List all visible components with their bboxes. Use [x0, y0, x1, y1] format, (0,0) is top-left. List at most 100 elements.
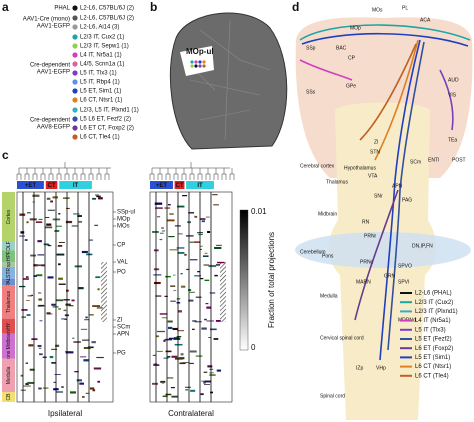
heatmap-cell — [213, 204, 219, 206]
heatmap-cell — [96, 195, 101, 198]
heatmap-cell — [76, 379, 82, 382]
heatmap-cell — [35, 221, 43, 224]
legend-dot — [72, 5, 78, 11]
column-group-label: IT — [197, 183, 203, 189]
heatmap-cell — [89, 314, 94, 316]
region-label: ENTl — [428, 157, 439, 163]
panel-label: d — [292, 0, 299, 14]
heatmap-cell — [58, 283, 66, 285]
heatmap-cell — [98, 197, 103, 200]
row-group-label: OLF — [6, 241, 12, 251]
heatmap-cell — [51, 348, 58, 350]
heatmap-cell — [189, 362, 194, 364]
heatmap-cell — [207, 231, 211, 233]
group-label: PHAL — [54, 6, 70, 12]
region-label: PO — [117, 270, 126, 276]
projection-lines — [299, 24, 471, 361]
heatmap-cell — [165, 275, 171, 278]
heatmap-cell — [61, 318, 66, 320]
row-group-label: HY — [6, 322, 12, 330]
heatmap-cell — [202, 255, 209, 257]
region-label: SSp — [306, 45, 316, 51]
region-label: RN — [362, 219, 370, 225]
heatmap-cell — [152, 354, 156, 356]
legend-text: L6 CT (Ntsr1) — [415, 364, 451, 370]
region-label: MOs — [372, 7, 383, 13]
region-label: Cerebellum — [300, 249, 326, 255]
heatmap-cell — [29, 368, 35, 371]
column-group-box — [174, 181, 185, 189]
heatmap-cell — [173, 290, 177, 292]
heatmap-cell — [206, 306, 211, 309]
heatmap-cell — [94, 194, 99, 196]
heatmap-cell — [193, 241, 201, 243]
column-group-box — [17, 181, 44, 189]
heatmap-cell — [71, 225, 78, 227]
heatmap-cell — [56, 253, 65, 256]
row-group-band — [2, 262, 15, 267]
heatmap-cell — [214, 246, 222, 249]
row-group-band — [2, 267, 15, 279]
heatmap-cell — [161, 317, 168, 319]
heatmap-cell — [63, 309, 67, 312]
heatmap-cell — [66, 207, 70, 209]
region-label: DN,IP,FN — [412, 243, 433, 249]
heatmap-cell — [19, 235, 25, 237]
cerebellum-shape — [295, 232, 471, 268]
region-label: GPe — [346, 83, 356, 89]
legend-text: L6 CT, Tle4 (1) — [80, 135, 120, 141]
heatmap-cell — [33, 264, 38, 267]
heatmap-cell — [95, 276, 101, 279]
heatmap-cell — [212, 194, 218, 196]
heatmap-cell — [42, 387, 49, 389]
region-label: PL — [402, 5, 408, 11]
heatmap-cell — [203, 264, 210, 266]
heatmap-cell — [161, 230, 166, 232]
legend-text: L2/3 IT (Cux2) — [415, 300, 453, 306]
heatmap-cell — [177, 251, 185, 254]
heatmap-cell — [78, 220, 83, 223]
heatmap-cell — [31, 338, 38, 341]
heatmap-cell — [82, 339, 90, 341]
brain-outline — [169, 12, 288, 150]
heatmap-cell — [173, 337, 181, 340]
heatmap-cell — [167, 203, 171, 206]
row-group-band — [2, 318, 15, 334]
region-label: Hypothalamus — [344, 165, 376, 171]
heatmap-cell — [215, 263, 221, 266]
heatmap-cell — [198, 234, 203, 236]
heatmap-cell — [155, 295, 162, 297]
heatmap-cell — [41, 264, 45, 267]
column-group-label: +ET — [156, 183, 168, 189]
heatmap-cell — [157, 330, 165, 333]
heatmap-cell — [177, 310, 182, 313]
legend-text: L5 ET (Sim1) — [415, 355, 450, 361]
heatmap-cell — [52, 196, 58, 199]
region-label: CP — [348, 55, 356, 61]
region-label: ZI — [374, 139, 378, 145]
heatmap-cell — [208, 264, 217, 268]
heatmap-cell — [157, 216, 161, 218]
heatmap-cell — [74, 370, 79, 373]
heatmap-cell — [58, 277, 63, 280]
heatmap-cell — [190, 389, 196, 392]
heatmap-cell — [62, 197, 70, 199]
region-label: MOp-ul — [186, 47, 214, 56]
heatmap-cell — [24, 239, 28, 241]
heatmap-cell — [154, 202, 163, 205]
region-label: SNr — [374, 193, 383, 199]
heatmap-cell — [26, 221, 29, 224]
row-group-label: PAL — [6, 277, 12, 286]
heatmap-cell — [52, 306, 59, 308]
heatmap-cell — [180, 362, 189, 364]
legend-dot — [72, 125, 78, 131]
heatmap-cell — [178, 233, 183, 235]
heatmap-cell — [55, 391, 63, 393]
heatmap-cell — [51, 303, 56, 306]
row-group-label: STR — [6, 267, 12, 277]
heatmap-cell — [58, 308, 61, 310]
legend-dot — [72, 34, 78, 40]
hatched-column — [101, 262, 107, 322]
heatmap-cell — [65, 303, 71, 306]
heatmap-cell — [38, 292, 41, 294]
